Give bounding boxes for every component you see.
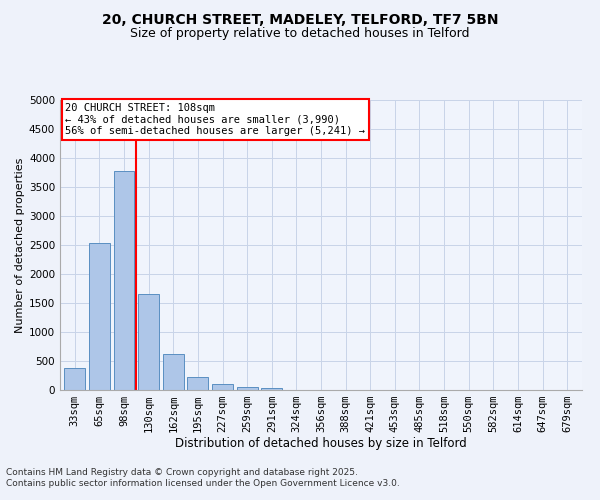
Text: 20, CHURCH STREET, MADELEY, TELFORD, TF7 5BN: 20, CHURCH STREET, MADELEY, TELFORD, TF7… <box>102 12 498 26</box>
Text: Contains HM Land Registry data © Crown copyright and database right 2025.
Contai: Contains HM Land Registry data © Crown c… <box>6 468 400 487</box>
Bar <box>64 368 85 390</box>
Text: 20 CHURCH STREET: 108sqm
← 43% of detached houses are smaller (3,990)
56% of sem: 20 CHURCH STREET: 108sqm ← 43% of detach… <box>65 103 365 136</box>
Y-axis label: Number of detached properties: Number of detached properties <box>15 158 25 332</box>
Bar <box>236 387 257 390</box>
Bar <box>113 171 134 390</box>
Bar <box>89 244 110 390</box>
Bar <box>212 384 233 390</box>
Bar <box>187 376 208 390</box>
Bar <box>163 354 184 390</box>
Bar <box>138 294 159 390</box>
Bar <box>261 388 282 390</box>
X-axis label: Distribution of detached houses by size in Telford: Distribution of detached houses by size … <box>175 436 467 450</box>
Text: Size of property relative to detached houses in Telford: Size of property relative to detached ho… <box>130 28 470 40</box>
